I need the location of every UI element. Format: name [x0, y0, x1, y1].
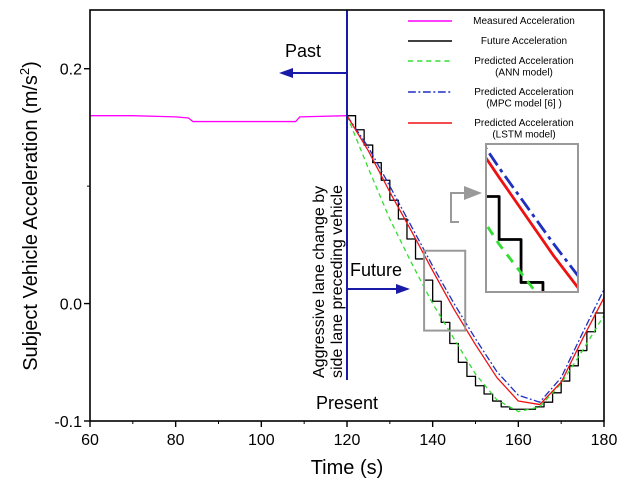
- present-label: Present: [316, 393, 378, 413]
- series-line-predicted-acceleration-lstm-model: [346, 115, 604, 406]
- y-tick-label: 0.0: [60, 297, 82, 314]
- lane-change-note: Aggressive lane change by side lane prece…: [311, 185, 346, 378]
- x-tick-label: 80: [167, 432, 185, 449]
- x-tick-label: 140: [419, 432, 446, 449]
- legend-label: Predicted Acceleration: [474, 56, 574, 67]
- axes: 60 80 100 120 140 160 180 -0.1 0.0 0.2 Time (s) Sub…: [17, 9, 618, 479]
- y-tick-label: -0.1: [54, 414, 82, 431]
- legend-label: Future Acceleration: [481, 36, 567, 47]
- legend-label: Measured Acceleration: [473, 16, 575, 27]
- x-tick-label: 100: [248, 432, 275, 449]
- zoom-connector: [450, 192, 465, 223]
- x-tick-label: 160: [505, 432, 532, 449]
- past-arrow-head: [279, 68, 293, 78]
- x-tick-label: 180: [591, 432, 618, 449]
- zoom-inset: [423, 143, 579, 332]
- x-tick-label: 60: [81, 432, 99, 449]
- series-line-measured-acceleration: [90, 115, 348, 123]
- zoom-source-box: [423, 249, 467, 332]
- series-line-predicted-acceleration-ann-model: [346, 115, 604, 413]
- x-axis-title: Time (s): [311, 457, 384, 479]
- series-line-predicted-acceleration-mpc-model-6: [346, 115, 604, 403]
- y-tick-label: 0.2: [60, 62, 82, 79]
- legend-label: (ANN model): [495, 68, 553, 79]
- legend-label: Predicted Acceleration: [474, 87, 574, 98]
- future-arrow-head: [396, 284, 410, 294]
- legend-label: (LSTM model): [492, 130, 555, 141]
- series-line-future-acceleration: [347, 115, 604, 410]
- past-label: Past: [285, 41, 321, 61]
- annotation-layer: Past Future Present Aggressive lane change …: [279, 10, 410, 413]
- future-label: Future: [350, 260, 402, 280]
- y-axis-title: Subject Vehicle Acceleration (m/s2): [17, 61, 42, 371]
- legend-label: (MPC model [6] ): [486, 99, 562, 110]
- x-tick-label: 120: [334, 432, 361, 449]
- zoom-connector-arrowhead: [464, 186, 482, 200]
- legend-label: Predicted Acceleration: [474, 118, 574, 129]
- lane-change-note-line: Aggressive lane change by: [311, 186, 328, 378]
- legend: Measured Acceleration Future Acceleration…: [408, 16, 575, 141]
- lane-change-note-line: side lane preceding vehicle: [329, 185, 346, 378]
- series-layer: [90, 115, 604, 413]
- zoom-inset-frame: [485, 143, 579, 293]
